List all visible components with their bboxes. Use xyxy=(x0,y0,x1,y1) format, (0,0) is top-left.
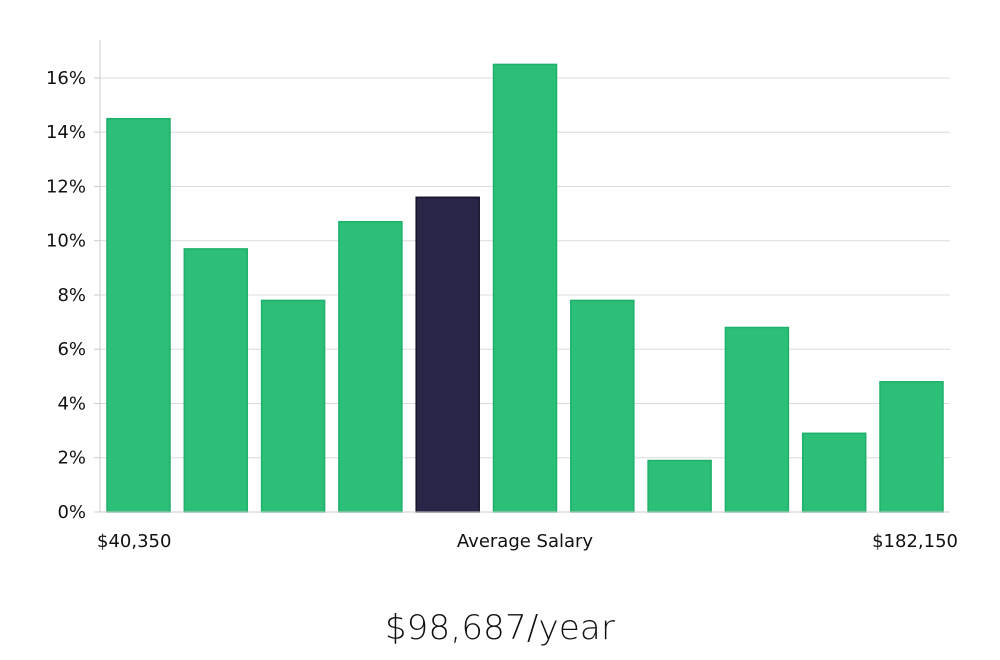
bar xyxy=(492,63,558,513)
bar xyxy=(801,432,867,513)
y-tick-label: 14% xyxy=(46,122,86,143)
y-tick-label: 8% xyxy=(57,285,86,306)
y-tick-label: 6% xyxy=(57,339,86,360)
bar xyxy=(647,459,712,513)
bar xyxy=(183,248,249,513)
x-min-label: $40,350 xyxy=(97,531,171,552)
bar xyxy=(724,326,790,513)
bar-highlighted xyxy=(415,196,480,513)
bar xyxy=(106,117,171,513)
y-tick-label: 4% xyxy=(57,393,86,414)
y-axis-ticks: 0% 2% 4% 6% 8% 10% 12% 14% 16% xyxy=(46,68,100,523)
y-tick-label: 16% xyxy=(46,68,86,89)
bar xyxy=(879,381,944,513)
y-tick-label: 12% xyxy=(46,176,86,197)
y-tick-label: 10% xyxy=(46,231,86,252)
y-tick-label: 2% xyxy=(57,448,86,469)
bar xyxy=(338,220,403,513)
bars xyxy=(106,63,944,513)
y-tick-label: 0% xyxy=(57,502,86,523)
average-salary-headline: $98,687/year xyxy=(384,608,616,648)
x-axis-title: Average Salary xyxy=(457,531,594,552)
salary-distribution-chart: 0% 2% 4% 6% 8% 10% 12% 14% 16% $40,350 Average S… xyxy=(46,40,958,552)
bar xyxy=(260,299,326,513)
x-max-label: $182,150 xyxy=(872,531,958,552)
bar xyxy=(570,299,635,513)
